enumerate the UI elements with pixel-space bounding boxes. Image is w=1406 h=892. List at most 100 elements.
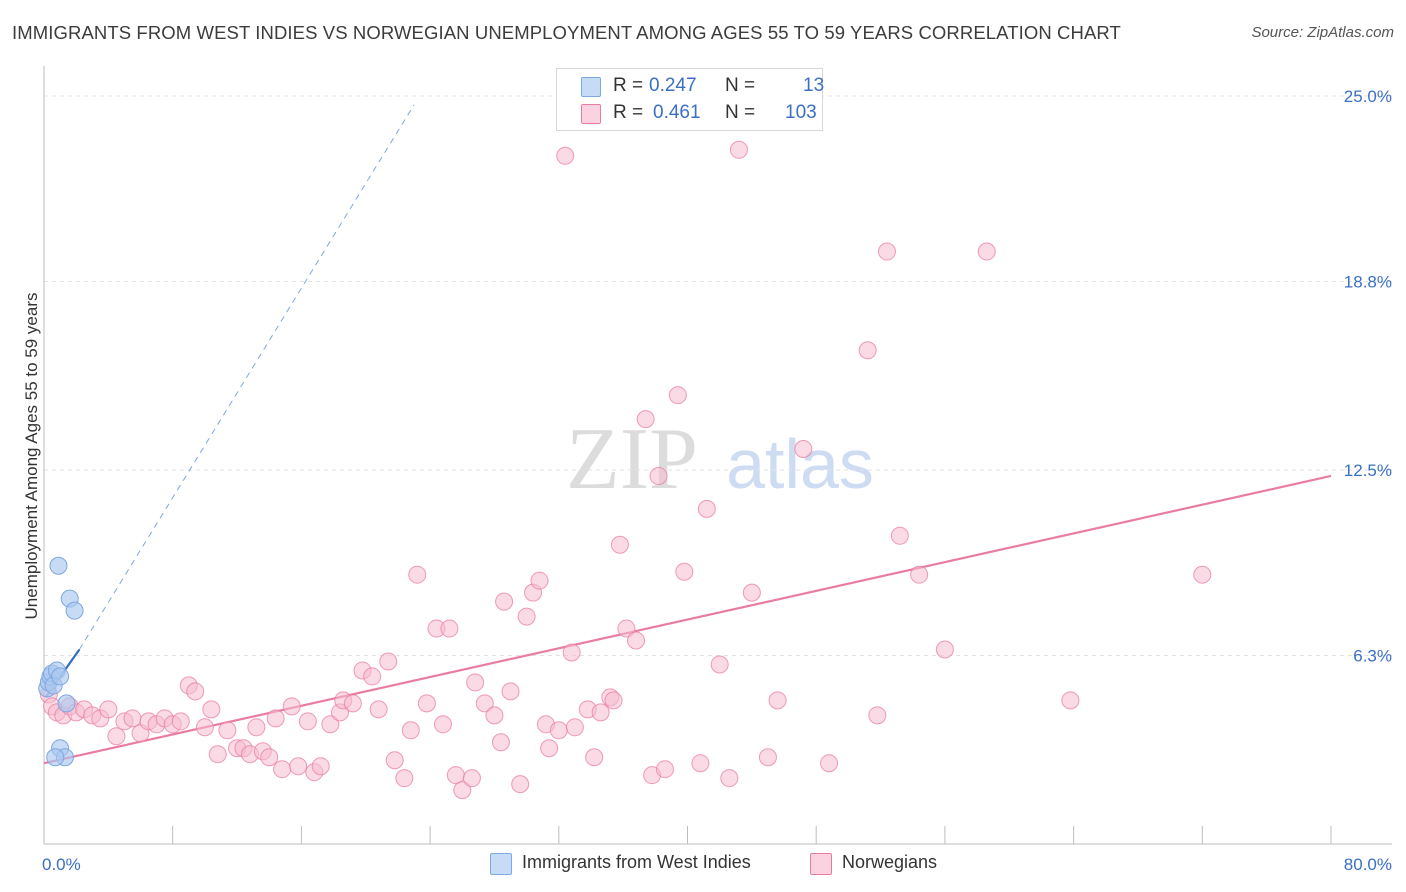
norwegians-point <box>491 733 510 752</box>
correlation-legend: R = 0.247 N = 13 R = 0.461 N = 103 <box>556 68 825 131</box>
norwegians-point <box>868 706 887 725</box>
norwegians-point <box>311 757 330 776</box>
norwegians-point <box>495 592 514 611</box>
norwegians-point <box>247 718 266 737</box>
legend-label: Immigrants from West Indies <box>522 852 751 872</box>
norwegians-point <box>668 386 687 405</box>
norwegians-point <box>877 242 896 261</box>
west-indies-point <box>51 667 70 686</box>
norwegians-point <box>530 571 549 590</box>
norwegians-point <box>649 466 668 485</box>
norwegians-point <box>890 526 909 545</box>
norwegians-point <box>720 769 739 788</box>
norwegians-point <box>107 727 126 746</box>
norwegians-point <box>446 766 465 785</box>
west-indies-points <box>38 556 84 767</box>
legend-r-value: 0.247 <box>649 75 697 96</box>
norwegians-point <box>501 682 520 701</box>
legend-swatch-blue <box>490 853 512 875</box>
norwegians-point <box>485 706 504 725</box>
norwegians-point <box>675 562 694 581</box>
norwegians-point <box>591 703 610 722</box>
norwegians-point <box>636 410 655 429</box>
norwegians-point <box>266 709 285 728</box>
norwegians-point <box>935 640 954 659</box>
legend-n-value: 103 <box>785 102 817 123</box>
legend-r-label: R = <box>613 75 644 96</box>
norwegians-point <box>273 760 292 779</box>
norwegians-point <box>408 565 427 584</box>
legend-label: Norwegians <box>842 852 938 872</box>
norwegians-point <box>977 242 996 261</box>
norwegians-point <box>729 140 748 159</box>
norwegians-point <box>171 712 190 731</box>
norwegians-point <box>556 146 575 165</box>
norwegians-point <box>768 691 787 710</box>
norwegians-point <box>562 643 581 662</box>
norwegians-point <box>517 607 536 626</box>
norwegians-point <box>742 583 761 602</box>
west-indies-point <box>65 601 84 620</box>
x-tick-label: 80.0% <box>1344 855 1392 874</box>
norwegians-point <box>395 769 414 788</box>
y-tick-label: 12.5% <box>1344 461 1392 480</box>
norwegians-point <box>910 565 929 584</box>
norwegians-point <box>585 748 604 767</box>
norwegians-point <box>186 682 205 701</box>
norwegians-point <box>123 709 142 728</box>
norwegians-point <box>475 694 494 713</box>
legend-swatch-pink <box>810 853 832 875</box>
norwegians-point <box>511 775 530 794</box>
norwegians-point <box>385 751 404 770</box>
norwegians-point <box>794 440 813 459</box>
norwegians-point <box>433 715 452 734</box>
norwegians-point <box>343 694 362 713</box>
norwegians-point <box>401 721 420 740</box>
norwegians-point <box>691 754 710 773</box>
norwegians-point <box>440 619 459 638</box>
norwegians-point <box>710 655 729 674</box>
norwegians-point <box>379 652 398 671</box>
norwegians-point <box>462 769 481 788</box>
norwegians-point <box>195 718 214 737</box>
norwegians-point <box>218 721 237 740</box>
norwegians-point <box>453 781 472 800</box>
legend-n-value: 13 <box>803 75 825 96</box>
west-indies-point <box>46 748 65 767</box>
legend-r-value: 0.461 <box>653 102 701 123</box>
norwegians-point <box>627 631 646 650</box>
norwegians-point <box>758 748 777 767</box>
norwegians-point <box>282 697 301 716</box>
y-tick-label: 25.0% <box>1344 87 1392 106</box>
axes <box>43 66 1392 845</box>
west-indies-point <box>49 556 68 575</box>
norwegians-point <box>466 673 485 692</box>
x-tick-label: 0.0% <box>42 855 81 874</box>
norwegians-point <box>549 721 568 740</box>
norwegians-point <box>289 757 308 776</box>
norwegians-point <box>208 745 227 764</box>
norwegians-trend-line <box>43 474 1332 765</box>
norwegians-point <box>820 754 839 773</box>
norwegians-point <box>540 739 559 758</box>
norwegians-point <box>321 715 340 734</box>
watermark-atlas: atlas <box>726 425 874 503</box>
norwegians-point <box>858 341 877 360</box>
legend-swatch-blue <box>581 77 601 97</box>
west-indies-point <box>57 694 76 713</box>
y-axis-label: Unemployment Among Ages 55 to 59 years <box>22 292 41 620</box>
norwegians-point <box>565 718 584 737</box>
legend-n-label: N = <box>725 75 756 96</box>
source-label: Source: ZipAtlas.com <box>1251 24 1394 41</box>
norwegians-point <box>610 535 629 554</box>
norwegians-point <box>417 694 436 713</box>
tick-labels: 6.3% 12.5% 18.8% 25.0% 0.0% 80.0% <box>42 87 1392 874</box>
norwegians-point <box>604 691 623 710</box>
norwegians-point <box>697 499 716 518</box>
legend-swatch-pink <box>581 104 601 124</box>
west-indies-trend-extension <box>78 104 415 650</box>
watermark-zip: ZIP <box>566 411 698 508</box>
norwegians-point <box>1061 691 1080 710</box>
norwegians-point <box>202 700 221 719</box>
